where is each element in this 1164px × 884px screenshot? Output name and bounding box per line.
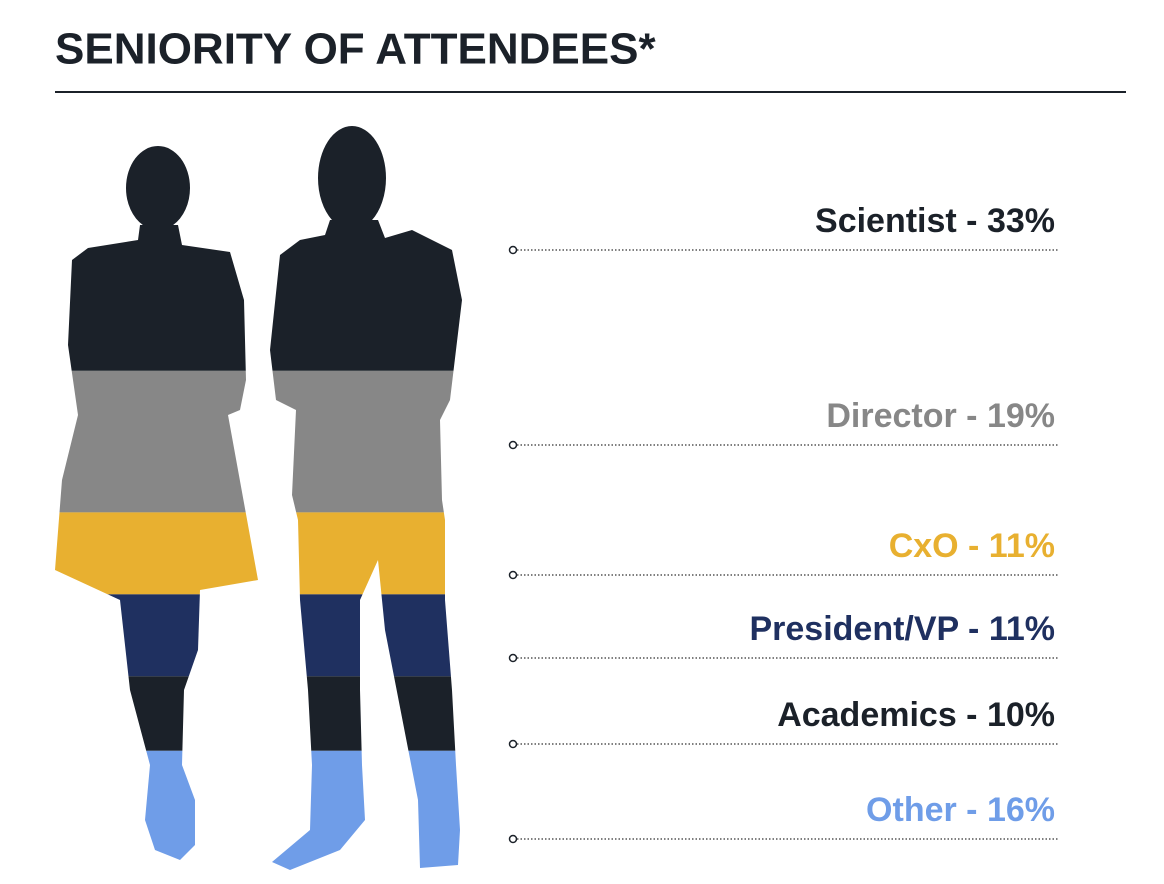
value-label: President/VP - 11% — [749, 610, 1055, 648]
chart-title: SENIORITY OF ATTENDEES* — [55, 25, 656, 74]
leader-dot — [508, 245, 518, 255]
band — [55, 594, 462, 677]
band — [55, 750, 462, 870]
value-label: Other - 16% — [866, 791, 1055, 829]
silhouettes — [55, 126, 462, 870]
value-label: Director - 19% — [826, 397, 1055, 435]
value-label: CxO - 11% — [889, 527, 1055, 565]
band — [55, 676, 462, 751]
value-label: Scientist - 33% — [815, 202, 1055, 240]
band — [55, 126, 462, 371]
leader-dot — [508, 440, 518, 450]
value-label: Academics - 10% — [777, 696, 1055, 734]
leader-dot — [508, 653, 518, 663]
leader-dot — [508, 739, 518, 749]
leader-dot — [508, 834, 518, 844]
band — [55, 512, 462, 595]
band — [55, 370, 462, 513]
leader-dot — [508, 570, 518, 580]
